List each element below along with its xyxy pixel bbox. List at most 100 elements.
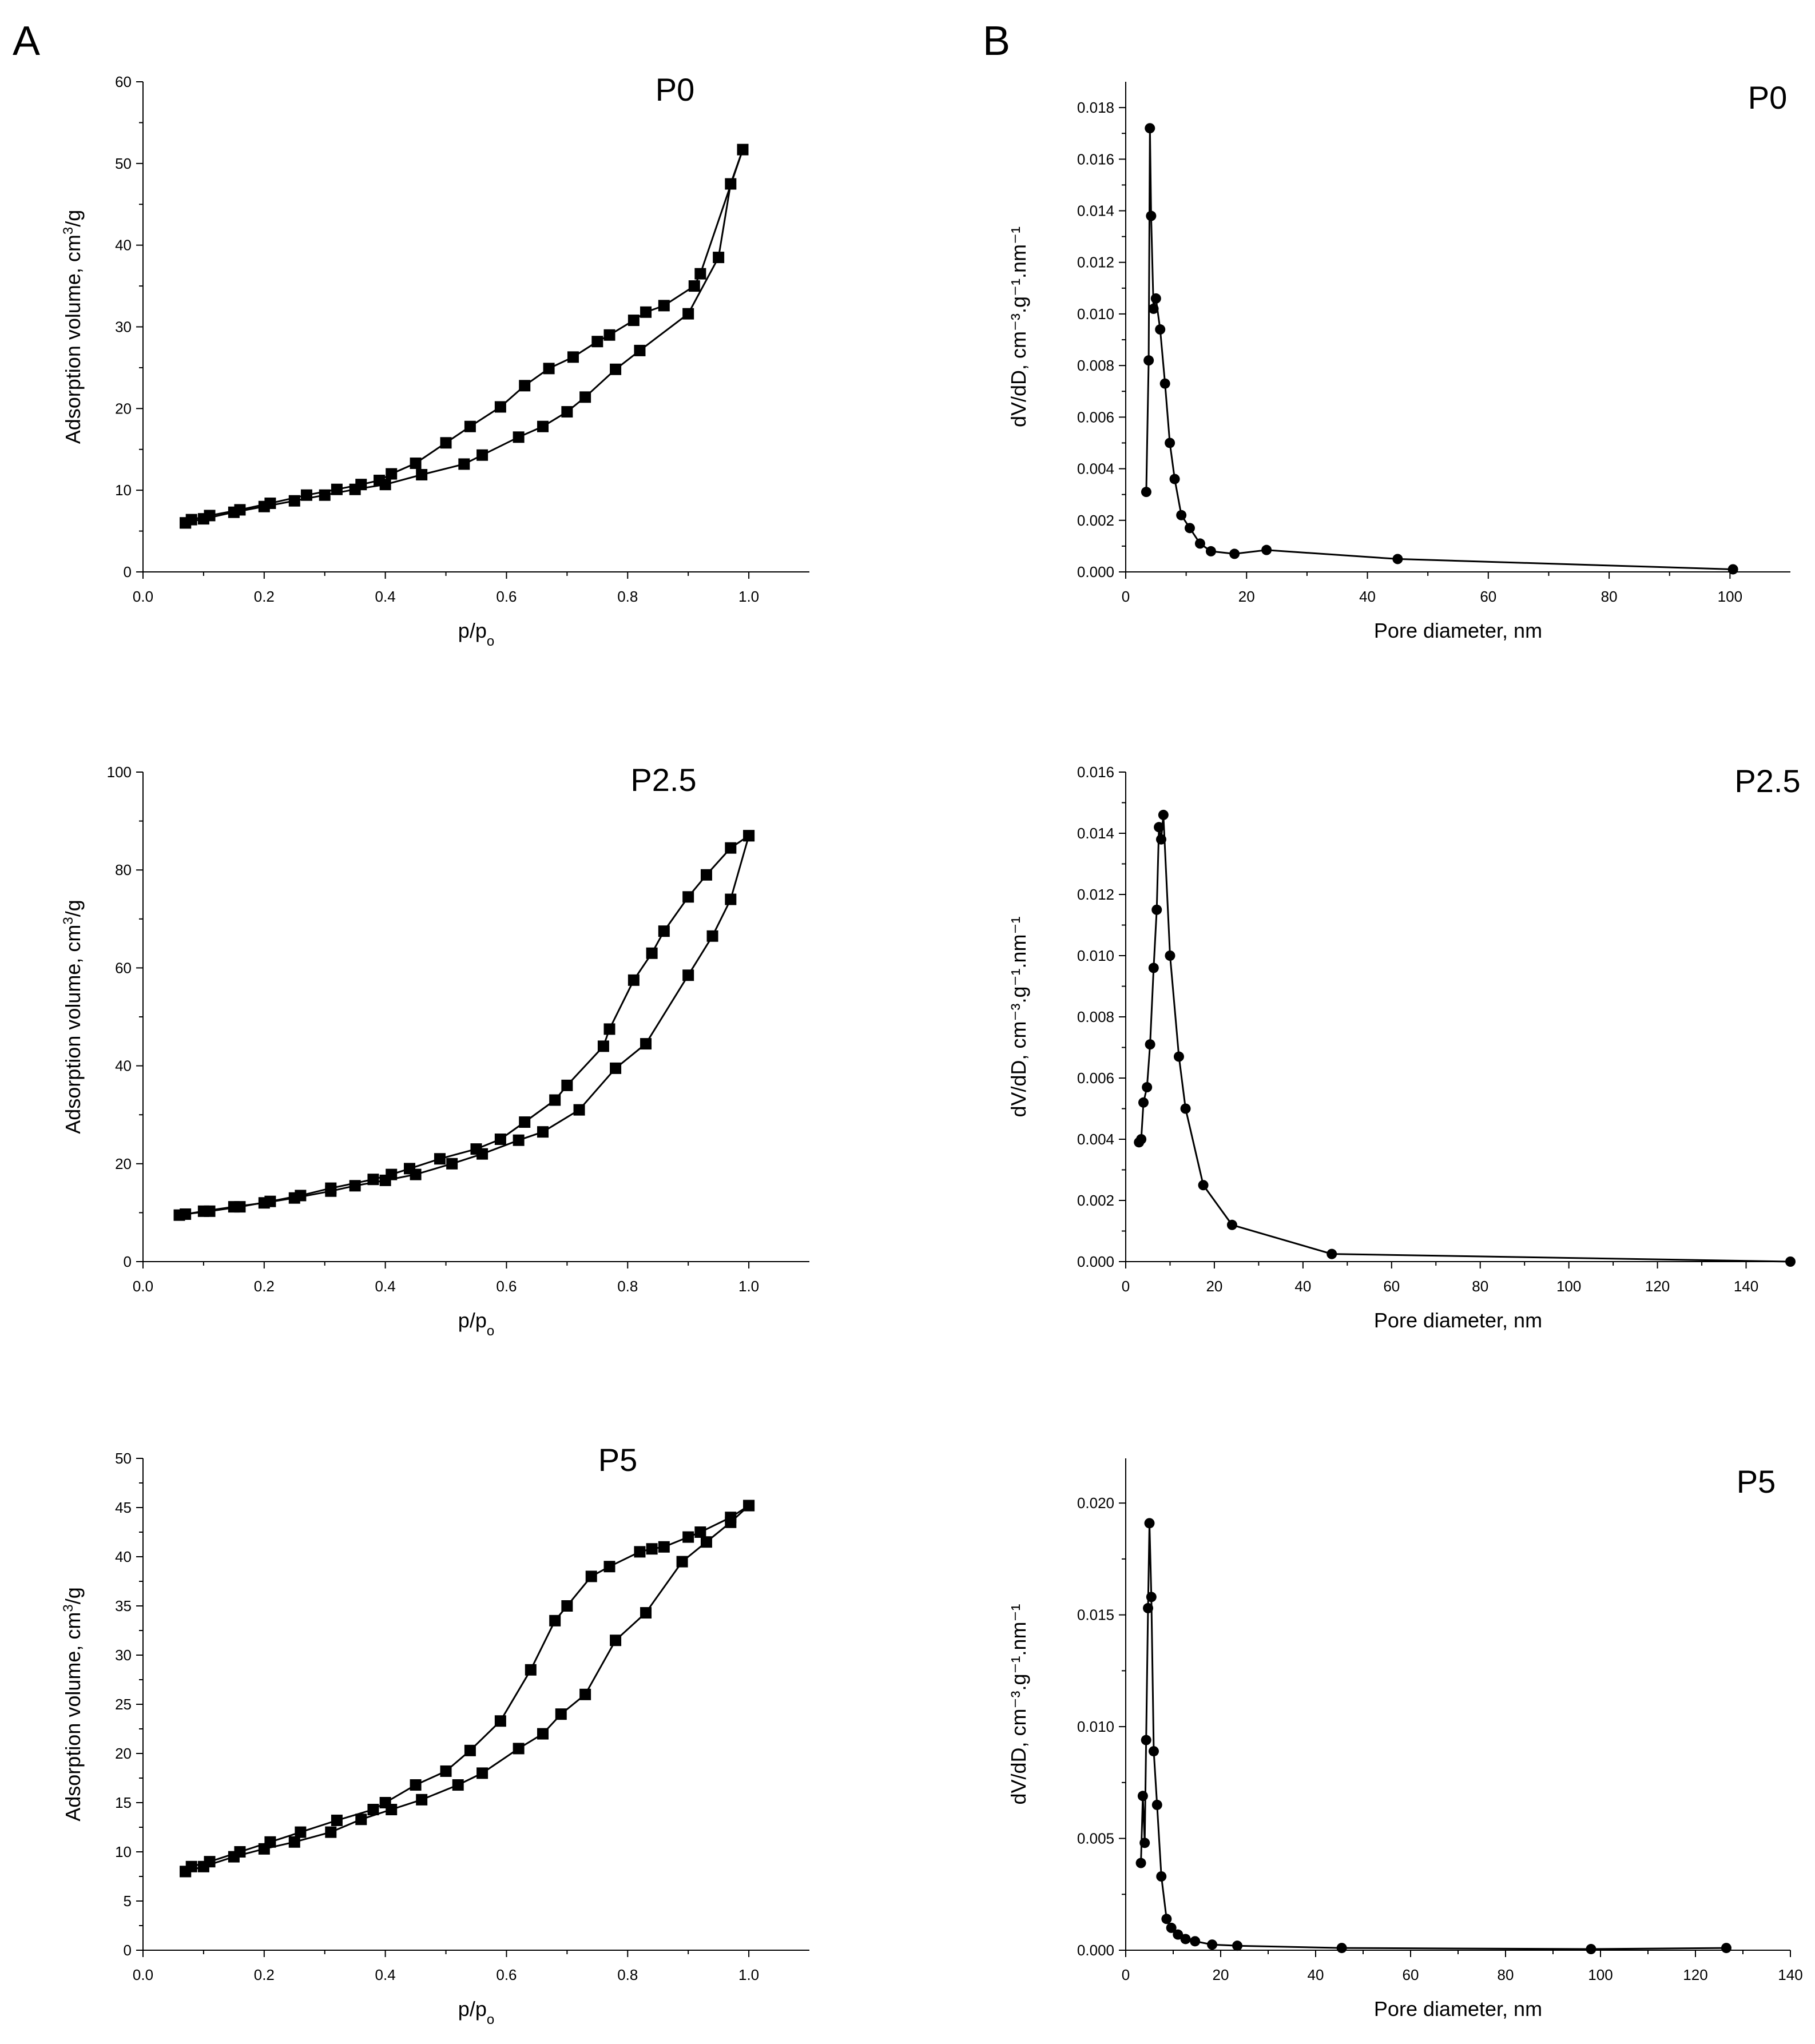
data-point-desorption [494,1715,506,1727]
data-point-desorption [519,380,531,392]
chart-psd-p5: 0 20 40 60 80 100 120 140 0.000 0.005 0.010 0.015 0.… [1007,1458,1803,2021]
data-point-BJH [1156,1871,1167,1882]
data-point-desorption [646,947,658,959]
data-point-BJH [1176,510,1187,520]
data-point-BJH [1721,1943,1731,1954]
data-point-desorption [234,504,246,516]
x-tick-label: 60 [1480,588,1496,605]
chart-psd-p25: 0 20 40 60 80 100 120 140 0.000 0.002 0.004 0.006 0.… [1007,763,1801,1332]
data-point-desorption [295,1190,307,1202]
data-point-adsorption [561,406,573,418]
data-point-desorption [603,1023,615,1035]
y-axis-label-superscript: 3 [61,917,76,924]
data-point-desorption [597,1040,609,1052]
data-point-BJH [1148,963,1159,973]
y-tick-label: 0.002 [1077,1192,1114,1209]
x-tick-label: 40 [1294,1278,1311,1295]
y-axis-label: Adsorption volume, cm3/g [61,210,85,444]
chart-title: P0 [1748,79,1788,116]
y-tick-label: 0.000 [1077,1253,1114,1270]
y-tick-label: 50 [115,155,132,172]
x-tick-label: 60 [1403,1966,1419,1983]
chart-title: P2.5 [1734,763,1800,799]
data-point-desorption [300,489,312,501]
data-point-desorption [204,510,216,522]
data-point-desorption [640,306,652,318]
y-tick-label: 0.000 [1077,1942,1114,1959]
data-point-desorption [470,1143,482,1155]
data-point-adsorption [682,308,694,320]
data-point-desorption [410,1779,422,1791]
y-tick-label: 0.008 [1077,1008,1114,1025]
data-point-BJH [1229,548,1240,559]
data-point-adsorption [634,344,646,356]
data-point-BJH [1336,1943,1347,1954]
y-axis-label: dV/dD, cm⁻³.g⁻¹.nm⁻¹ [1007,916,1030,1117]
x-tick-label: 0.8 [617,1966,638,1983]
data-point-adsorption [446,1158,458,1170]
data-point-BJH [1151,1799,1162,1810]
y-tick-label: 50 [115,1450,132,1467]
data-point-desorption [325,1182,337,1194]
y-tick-label: 60 [115,959,132,976]
x-tick-label: 0 [1122,588,1130,605]
data-point-adsorption [579,391,591,403]
data-point-desorption [234,1846,246,1858]
data-point-BJH [1144,1518,1155,1529]
x-tick-label: 0.2 [254,588,275,605]
y-axis-label: dV/dD, cm⁻³.g⁻¹.nm⁻¹ [1007,1604,1030,1804]
y-tick-label: 0.015 [1077,1606,1114,1624]
y-tick-label: 0.012 [1077,254,1114,271]
x-tick-label: 0.8 [617,1278,638,1295]
y-axis-label-superscript: 3 [61,1604,76,1612]
y-tick-label: 45 [115,1499,132,1516]
data-point-desorption [694,1526,706,1538]
x-tick-label: 0.2 [254,1966,275,1983]
x-tick-label: 0.4 [375,1278,396,1295]
y-tick-label: 100 [107,763,132,781]
data-point-BJH [1151,904,1162,915]
data-point-desorption [204,1856,216,1868]
x-tick-label: 0.4 [375,588,396,605]
data-point-adsorption [537,420,549,432]
data-point-adsorption [610,1062,622,1074]
data-point-desorption [494,1134,506,1145]
data-point-adsorption [579,1688,591,1700]
y-tick-label: 0.004 [1077,1131,1114,1148]
data-point-BJH [1145,123,1155,134]
data-point-desorption [688,280,700,292]
y-tick-label: 30 [115,319,132,336]
y-axis-label: dV/dD, cm⁻³.g⁻¹.nm⁻¹ [1007,226,1030,427]
x-tick-label: 120 [1683,1966,1707,1983]
x-tick-label: 100 [1588,1966,1613,1983]
y-tick-label: 0.006 [1077,408,1114,425]
data-point-desorption [367,1804,379,1816]
data-point-desorption [494,401,506,413]
data-point-desorption [549,1614,561,1627]
data-point-BJH [1142,1082,1153,1093]
x-tick-label: 0.0 [133,1278,153,1295]
data-point-desorption [331,483,343,495]
data-point-desorption [264,498,276,510]
data-point-BJH [1137,1791,1148,1802]
x-tick-label: 20 [1238,588,1255,605]
y-axis-label-tail: /g [61,900,85,917]
data-point-BJH [1143,355,1154,366]
data-point-BJH [1136,1134,1147,1144]
chart-iso-p5: 0.0 0.2 0.4 0.6 0.8 1.0 0 5 10 15 20 25 30 35 40 45 50 P5… [61,1442,809,2027]
data-point-desorption [204,1205,216,1217]
x-tick-label: 1.0 [738,1966,759,1983]
data-point-desorption [525,1664,537,1676]
x-tick-label: 1.0 [738,1278,759,1295]
data-point-desorption [355,479,367,491]
y-tick-label: 10 [115,482,132,499]
y-tick-label: 0.010 [1077,305,1114,323]
data-point-BJH [1180,1934,1191,1944]
data-point-BJH [1148,303,1159,314]
data-point-adsorption [458,458,470,470]
data-point-BJH [1146,1592,1157,1602]
data-point-desorption [700,869,712,881]
